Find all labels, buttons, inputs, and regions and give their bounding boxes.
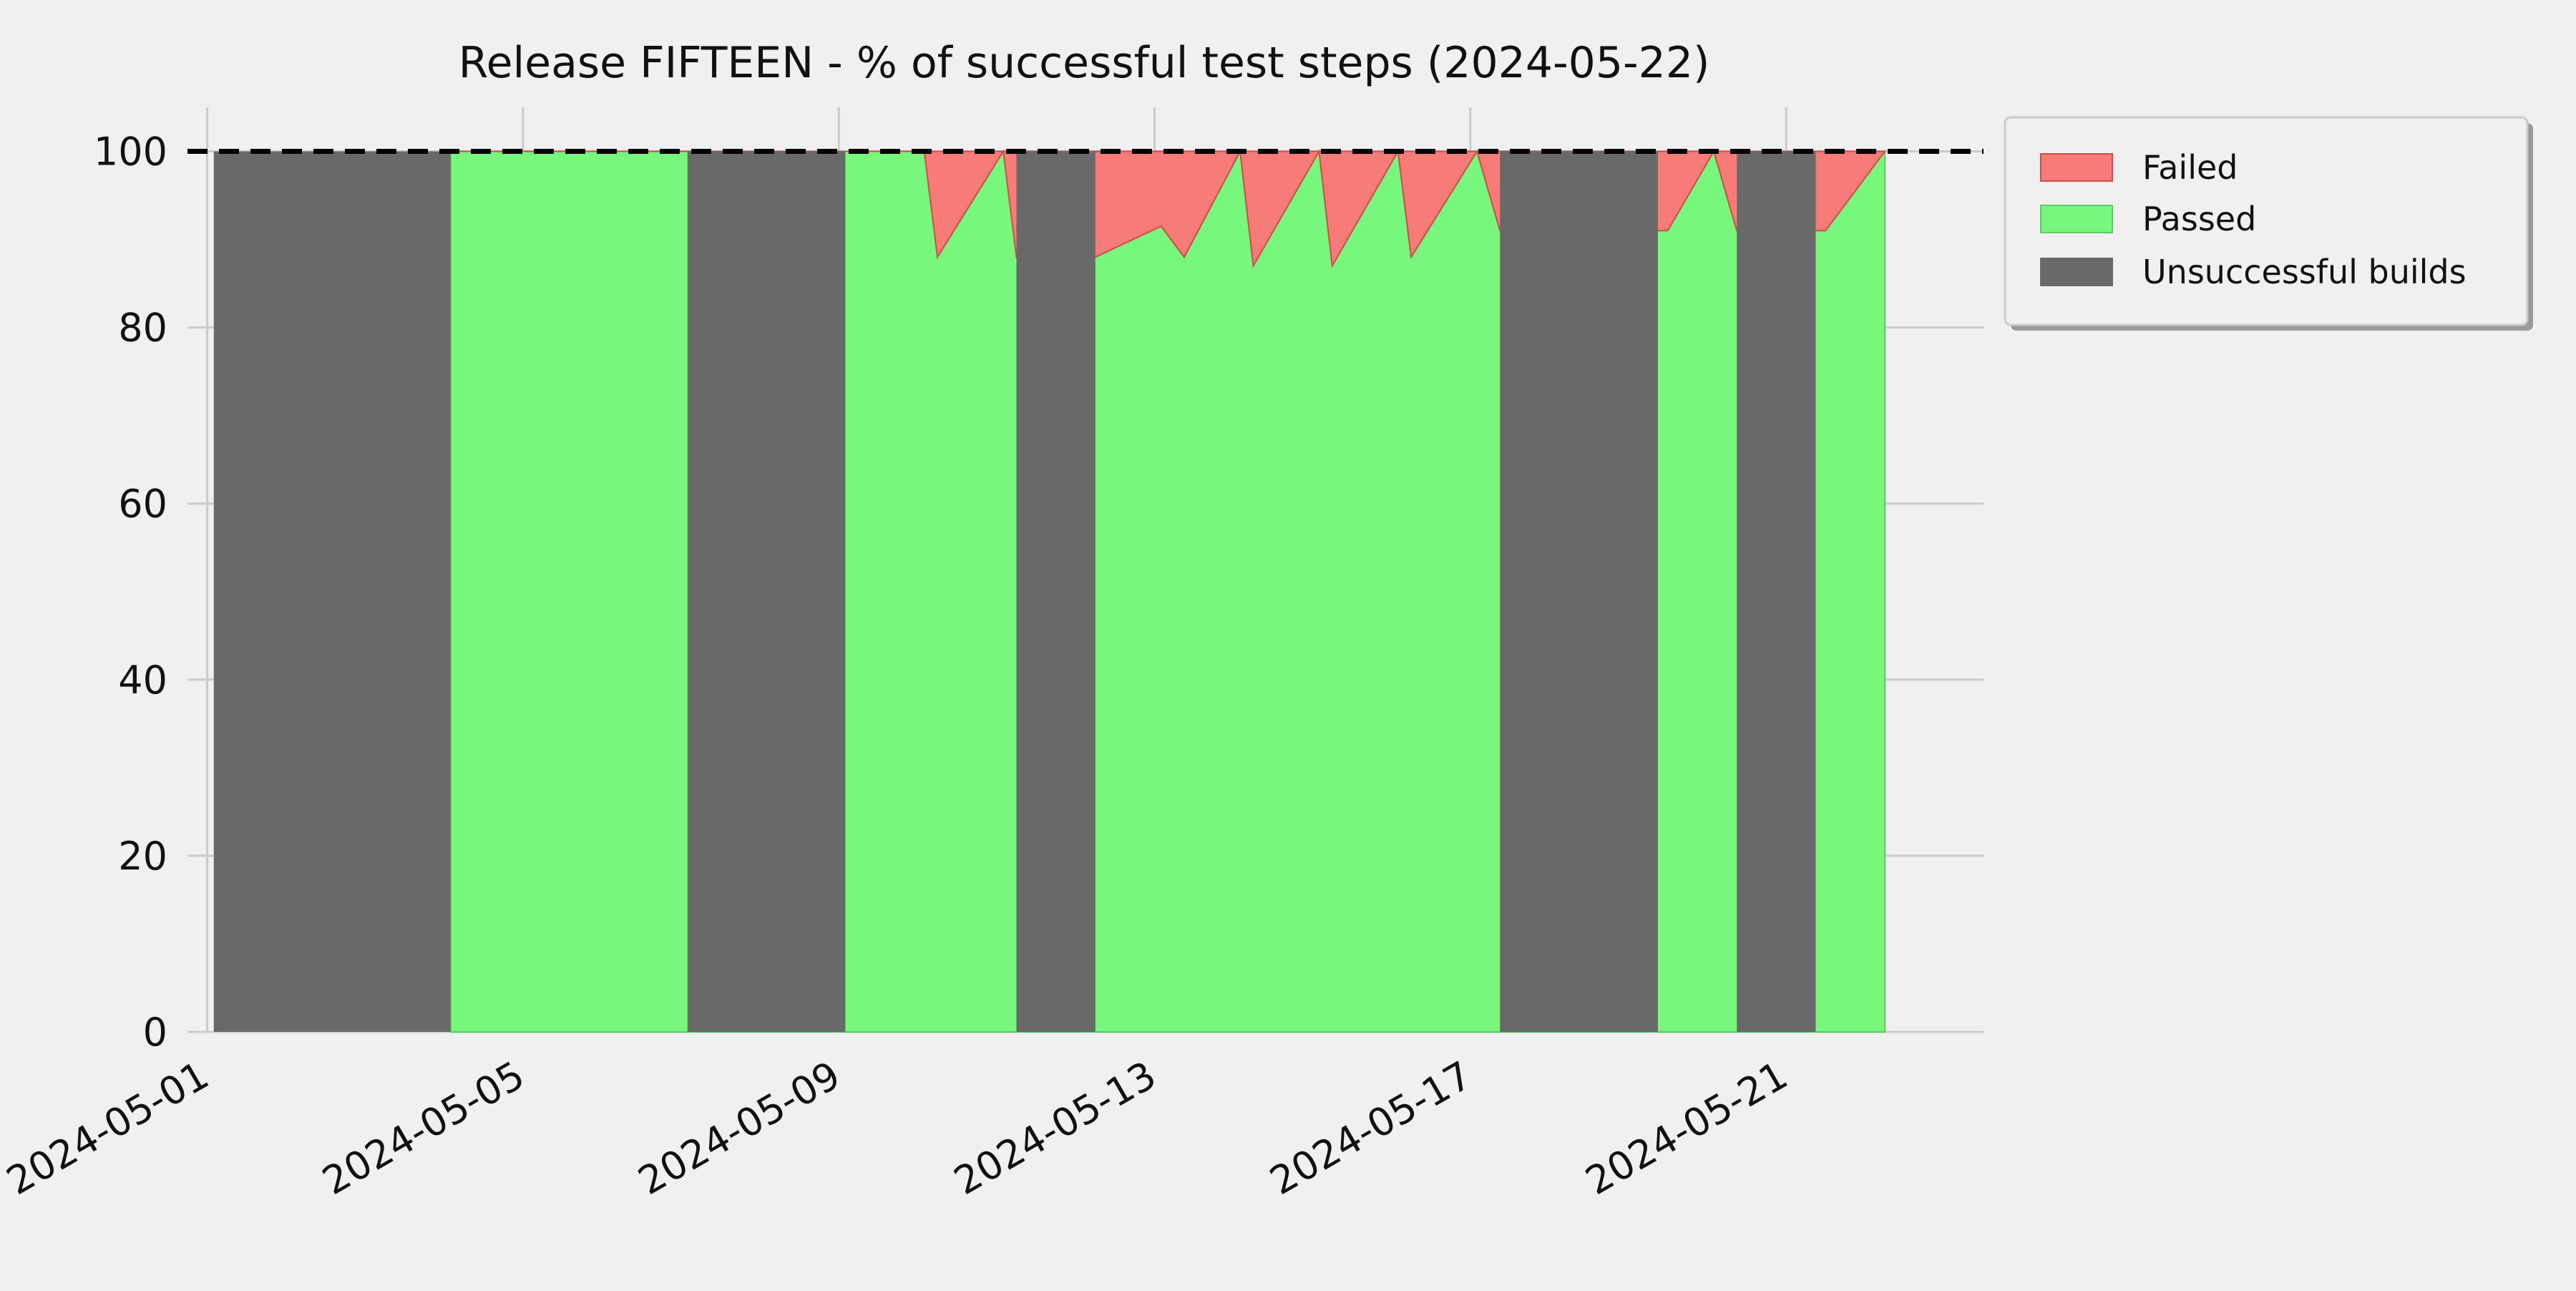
legend-label-failed: Failed [2142, 148, 2238, 187]
x-tick-label: 2024-05-09 [630, 1053, 847, 1204]
y-tick-label: 20 [118, 834, 167, 879]
legend: Failed Passed Unsuccessful builds [2004, 116, 2533, 331]
y-tick-label: 100 [94, 130, 167, 175]
legend-swatch-failed [2040, 153, 2113, 182]
y-tick-label: 80 [118, 306, 167, 351]
x-tick-label: 2024-05-13 [947, 1053, 1163, 1204]
unsuccessful-build-bar [213, 151, 451, 1032]
unsuccessful-builds-series [213, 151, 1816, 1032]
x-tick-label: 2024-05-05 [315, 1053, 532, 1204]
unsuccessful-build-bar [687, 151, 846, 1032]
unsuccessful-build-bar [1500, 151, 1658, 1032]
x-tick-label: 2024-05-17 [1262, 1053, 1479, 1204]
legend-label-passed: Passed [2142, 200, 2256, 238]
x-tick-label: 2024-05-21 [1578, 1053, 1795, 1204]
y-tick-label: 60 [118, 482, 167, 527]
passed-area [449, 149, 1886, 1033]
legend-label-unsuccessful: Unsuccessful builds [2142, 253, 2467, 291]
unsuccessful-build-bar [1016, 151, 1096, 1032]
x-tick-label: 2024-05-01 [0, 1053, 216, 1204]
legend-swatch-passed [2040, 205, 2113, 233]
legend-box [2004, 116, 2529, 326]
unsuccessful-build-bar [1737, 151, 1816, 1032]
y-tick-label: 0 [143, 1010, 167, 1055]
passed-series [449, 149, 1886, 1033]
chart-title: Release FIFTEEN - % of successful test s… [459, 38, 1710, 88]
y-tick-label: 40 [118, 658, 167, 703]
legend-swatch-unsuccessful [2040, 258, 2113, 286]
